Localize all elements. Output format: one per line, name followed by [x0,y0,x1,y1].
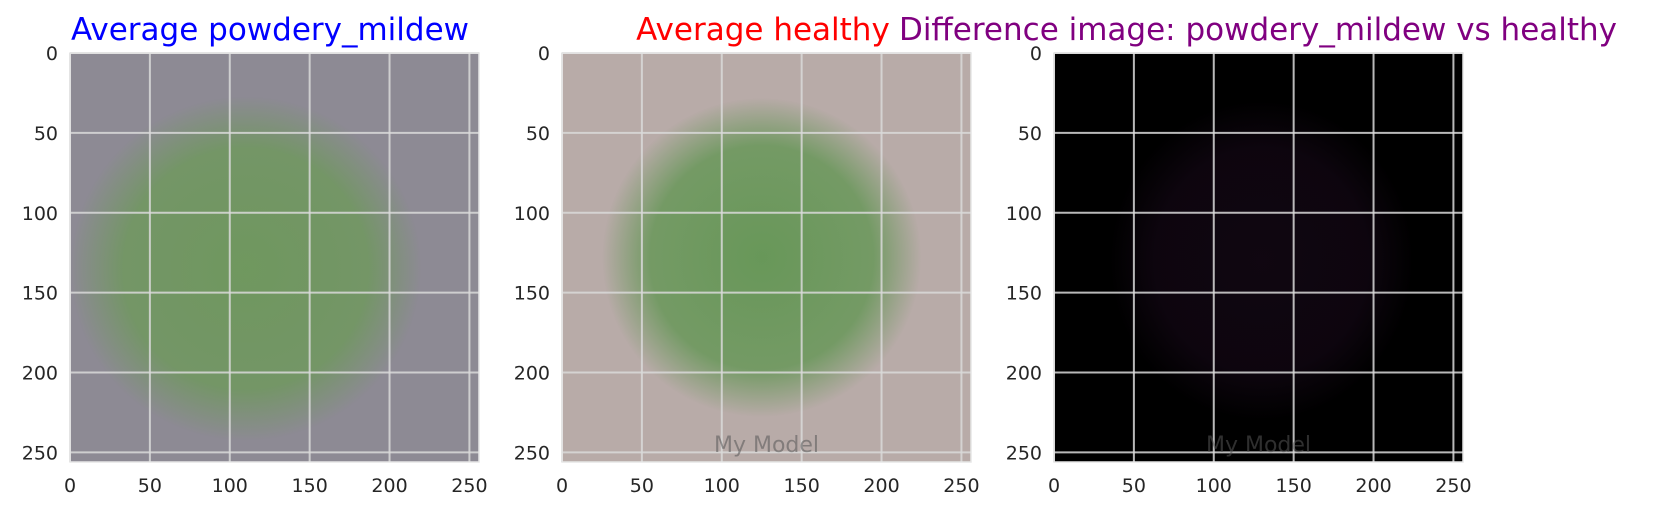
y-tick-label: 150 [514,283,550,305]
panel-title: Difference image: powdery_mildew vs heal… [899,12,1617,48]
y-tick-label: 150 [1006,283,1042,305]
y-tick-label: 250 [22,442,58,464]
x-tick-label: 0 [64,475,76,497]
x-tick-label: 200 [1355,475,1391,497]
x-tick-label: 100 [1196,475,1232,497]
x-tick-label: 50 [630,475,654,497]
panel-title: Average healthy [636,12,890,48]
x-tick-label: 100 [704,475,740,497]
y-tick-label: 0 [46,43,58,65]
x-tick-label: 50 [138,475,162,497]
y-tick-label: 100 [1006,203,1042,225]
y-tick-label: 200 [22,363,58,385]
y-tick-label: 0 [1030,43,1042,65]
x-tick-label: 150 [784,475,820,497]
y-tick-label: 100 [514,203,550,225]
leaf-average-blob [601,97,922,418]
y-tick-label: 50 [526,123,550,145]
panel-2: 0 50 100 150 200 250 0 50 100 150 200 250 My Model Av… [514,12,980,497]
x-tick-label: 200 [863,475,899,497]
x-tick-label: 100 [212,475,248,497]
x-tick-label: 0 [556,475,568,497]
axes-frame [1053,52,1464,463]
x-tick-label: 50 [1122,475,1146,497]
y-tick-label: 0 [538,43,550,65]
panel-3: 0 50 100 150 200 250 0 50 100 150 200 250 My Model Di… [899,12,1617,497]
y-tick-label: 100 [22,203,58,225]
panel-title: Average powdery_mildew [71,12,469,48]
watermark-text: My Model [1206,433,1311,458]
x-tick-label: 200 [371,475,407,497]
y-tick-label: 50 [34,123,58,145]
x-tick-label: 250 [1435,475,1471,497]
x-tick-label: 150 [1276,475,1312,497]
panel-1: 0 50 100 150 200 250 0 50 100 150 200 250 Average po… [22,12,488,497]
y-tick-label: 150 [22,283,58,305]
x-tick-label: 0 [1048,475,1060,497]
y-tick-label: 50 [1018,123,1042,145]
axes-frame [561,52,972,463]
y-tick-label: 200 [1006,363,1042,385]
leaf-average-blob [70,96,422,442]
x-tick-label: 250 [451,475,487,497]
leaf-average-blob [1109,100,1414,421]
axes-frame [69,52,480,463]
y-tick-label: 200 [514,363,550,385]
y-tick-label: 250 [514,442,550,464]
watermark-text: My Model [714,433,819,458]
y-tick-label: 250 [1006,442,1042,464]
x-tick-label: 250 [943,475,979,497]
x-tick-label: 150 [292,475,328,497]
